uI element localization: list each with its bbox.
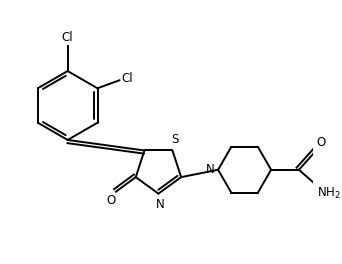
Text: NH$_2$: NH$_2$ — [317, 186, 341, 201]
Text: N: N — [155, 198, 164, 211]
Text: N: N — [206, 163, 215, 176]
Text: S: S — [171, 133, 178, 146]
Text: Cl: Cl — [121, 73, 133, 86]
Text: O: O — [317, 136, 326, 149]
Text: Cl: Cl — [62, 31, 74, 44]
Text: O: O — [107, 194, 116, 208]
